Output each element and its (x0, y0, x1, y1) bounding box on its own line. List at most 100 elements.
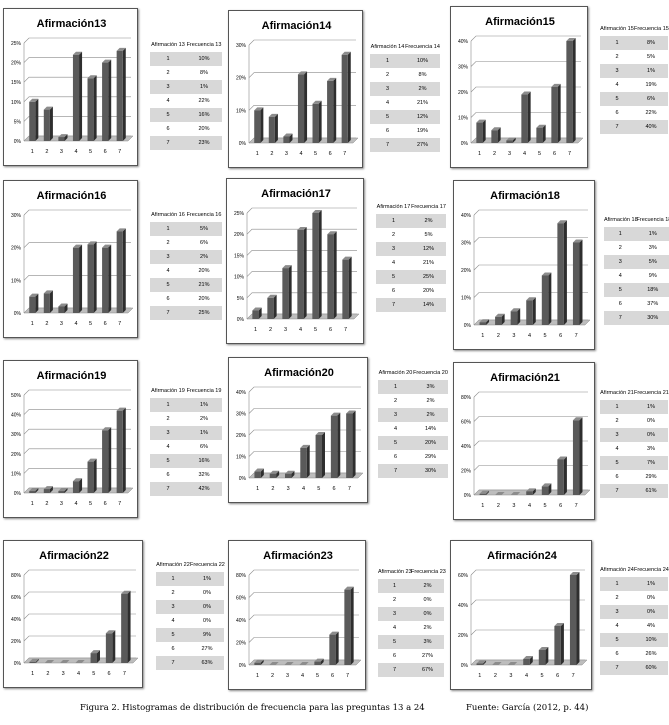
table-cell-category: 7 (150, 482, 186, 496)
bar-top (116, 47, 126, 51)
y-tick-label: 20% (461, 469, 472, 475)
table-cell-category: 4 (600, 78, 634, 92)
y-tick-label: 5% (14, 119, 22, 125)
y-tick-label: 10% (236, 455, 247, 461)
gridline (246, 228, 357, 235)
bar-top (58, 488, 68, 492)
y-tick-label: 50% (11, 393, 22, 399)
bar-top (479, 319, 490, 323)
table-row: 2 6% (150, 236, 222, 250)
bar-top (43, 486, 53, 490)
bar-1 (29, 488, 39, 493)
bar-side (96, 650, 100, 663)
bar-top (557, 220, 567, 224)
bar-2 (495, 492, 505, 495)
table-cell-category: 5 (150, 454, 186, 468)
table-cell-frequency: 6% (186, 440, 222, 454)
bar-top (510, 492, 521, 495)
table-cell-category: 4 (378, 621, 411, 635)
table-row: 5 18% (604, 283, 669, 297)
bar-7 (344, 586, 354, 665)
gridline (470, 86, 581, 93)
bar-top (254, 659, 264, 663)
table-cell-frequency: 1% (634, 400, 668, 414)
table-header-cell: Afirmación 14 (370, 40, 405, 54)
gridline (23, 57, 131, 63)
gridline (248, 39, 356, 46)
table-row: 2 8% (150, 66, 222, 80)
bar-7 (116, 47, 126, 142)
chart-title: Afirmación16 (37, 190, 107, 202)
bar-1 (254, 468, 264, 478)
bar-top (29, 658, 39, 662)
bar-top (29, 488, 39, 492)
gridline (470, 629, 585, 636)
table-cell-category: 1 (600, 36, 634, 50)
gridline (23, 96, 131, 103)
table-row: 4 0% (156, 614, 224, 628)
gridline (23, 389, 131, 396)
table-cell-category: 4 (150, 94, 186, 108)
table-row: 7 67% (378, 663, 444, 677)
table-row: 3 1% (150, 80, 222, 94)
bar-5 (538, 647, 549, 665)
bar-front (314, 661, 321, 665)
chart-title: Afirmación19 (37, 370, 107, 382)
bar-side (112, 630, 116, 663)
x-tick-label: 6 (104, 501, 107, 507)
y-tick-label: 10% (11, 100, 22, 106)
bar-side (122, 407, 126, 493)
frequency-table-12: Afirmación 24 Frecuencia 24 1 1% 2 0% 3 0% 4 4% 5 1… (600, 563, 669, 675)
table-cell-frequency: 10% (186, 52, 222, 66)
table-cell-frequency: 14% (411, 298, 446, 312)
frequency-table-2: Afirmación 14 Frecuencia 14 1 10% 2 8% 3 2% 4 21%… (370, 40, 440, 152)
bar-6 (105, 630, 116, 663)
table-cell-category: 5 (378, 436, 413, 450)
bar-top (566, 38, 576, 41)
bar-front (116, 231, 123, 313)
table-cell-frequency: 0% (634, 414, 668, 428)
x-tick-label: 1 (478, 673, 481, 679)
table-cell-frequency: 0% (411, 607, 444, 621)
gridline (23, 76, 131, 83)
table-header-row: Afirmación 16 Frecuencia 16 (150, 208, 222, 222)
table-cell-category: 7 (150, 136, 186, 150)
bar-side (108, 244, 112, 313)
table-cell-frequency: 8% (186, 66, 222, 80)
bar-top (87, 75, 97, 79)
x-tick-label: 5 (92, 671, 95, 677)
table-cell-frequency: 30% (636, 311, 669, 325)
bar-top (269, 662, 279, 665)
table-cell-category: 6 (150, 122, 186, 136)
table-cell-category: 6 (378, 649, 411, 663)
x-tick-label: 6 (556, 673, 559, 679)
table-cell-frequency: 19% (405, 124, 440, 138)
table-cell-frequency: 2% (413, 394, 448, 408)
bar-side (497, 127, 501, 143)
bar-7 (572, 239, 583, 325)
x-tick-label: 6 (333, 486, 336, 492)
table-row: 3 0% (600, 605, 668, 619)
table-cell-category: 4 (600, 619, 634, 633)
bar-top (43, 106, 53, 110)
x-tick-label: 6 (104, 149, 107, 155)
table-cell-category: 7 (370, 138, 405, 152)
x-tick-label: 4 (528, 333, 531, 339)
x-tick-label: 5 (317, 486, 320, 492)
y-tick-label: 25% (234, 211, 245, 217)
table-cell-frequency: 0% (634, 428, 668, 442)
table-cell-category: 7 (600, 484, 634, 498)
bar-7 (121, 590, 131, 663)
bar-side (274, 113, 278, 143)
table-header-cell: Afirmación 24 (600, 563, 634, 577)
gridline (246, 292, 357, 299)
table-cell-frequency: 20% (186, 292, 222, 306)
table-header-cell: Frecuencia 24 (634, 563, 669, 577)
table-cell-frequency: 8% (405, 68, 440, 82)
x-tick-label: 7 (123, 671, 126, 677)
bar-front (329, 634, 336, 665)
x-tick-label: 6 (559, 333, 562, 339)
table-cell-frequency: 60% (634, 661, 668, 675)
table-header-cell: Frecuencia 23 (411, 565, 446, 579)
bar-side (333, 231, 337, 319)
